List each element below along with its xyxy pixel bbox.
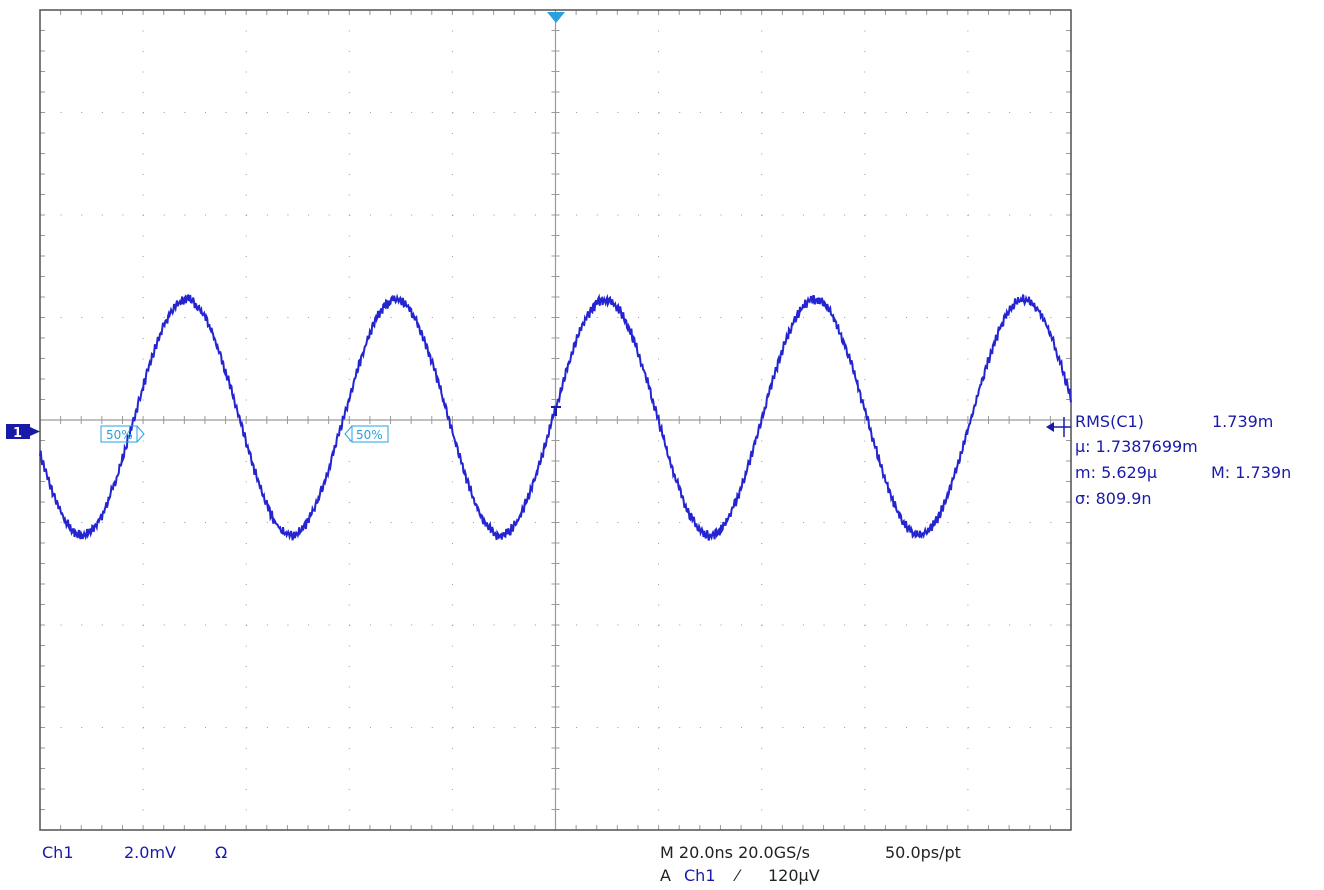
measurement-rms-name: RMS(C1) bbox=[1075, 412, 1144, 431]
impedance-ohm-icon: Ω bbox=[215, 843, 228, 862]
measurement-mean: µ: 1.7387699m bbox=[1075, 437, 1198, 456]
measurement-cursor-icon bbox=[1046, 417, 1071, 437]
graticule-frame bbox=[39, 9, 1072, 831]
timebase-readout[interactable]: M 20.0ns 20.0GS/s bbox=[660, 843, 810, 862]
svg-text:1: 1 bbox=[13, 426, 22, 441]
channel-label[interactable]: Ch1 bbox=[42, 843, 74, 862]
svg-text:50%: 50% bbox=[356, 428, 383, 442]
graticule bbox=[39, 9, 1072, 831]
trigger-mode: A bbox=[660, 866, 671, 885]
volts-per-div[interactable]: 2.0mV bbox=[124, 843, 176, 862]
ref-50-percent-marker: 50% bbox=[344, 425, 389, 443]
measurement-min: m: 5.629µ bbox=[1075, 463, 1158, 482]
svg-text:50%: 50% bbox=[106, 428, 133, 442]
trigger-source[interactable]: Ch1 bbox=[684, 866, 716, 885]
measurement-max: M: 1.739n bbox=[1211, 463, 1292, 482]
resolution-readout: 50.0ps/pt bbox=[885, 843, 961, 862]
measurement-stddev: σ: 809.9n bbox=[1075, 489, 1152, 508]
trigger-position-icon[interactable] bbox=[547, 12, 565, 23]
channel-1-ground-marker[interactable]: 1 bbox=[6, 424, 40, 441]
measurement-rms-value: 1.739m bbox=[1212, 412, 1274, 431]
trigger-point-marker bbox=[551, 406, 561, 416]
trigger-slope-icon: ⁄ bbox=[736, 866, 739, 885]
ref-50-percent-marker: 50% bbox=[100, 425, 145, 443]
trigger-level[interactable]: 120µV bbox=[768, 866, 820, 885]
